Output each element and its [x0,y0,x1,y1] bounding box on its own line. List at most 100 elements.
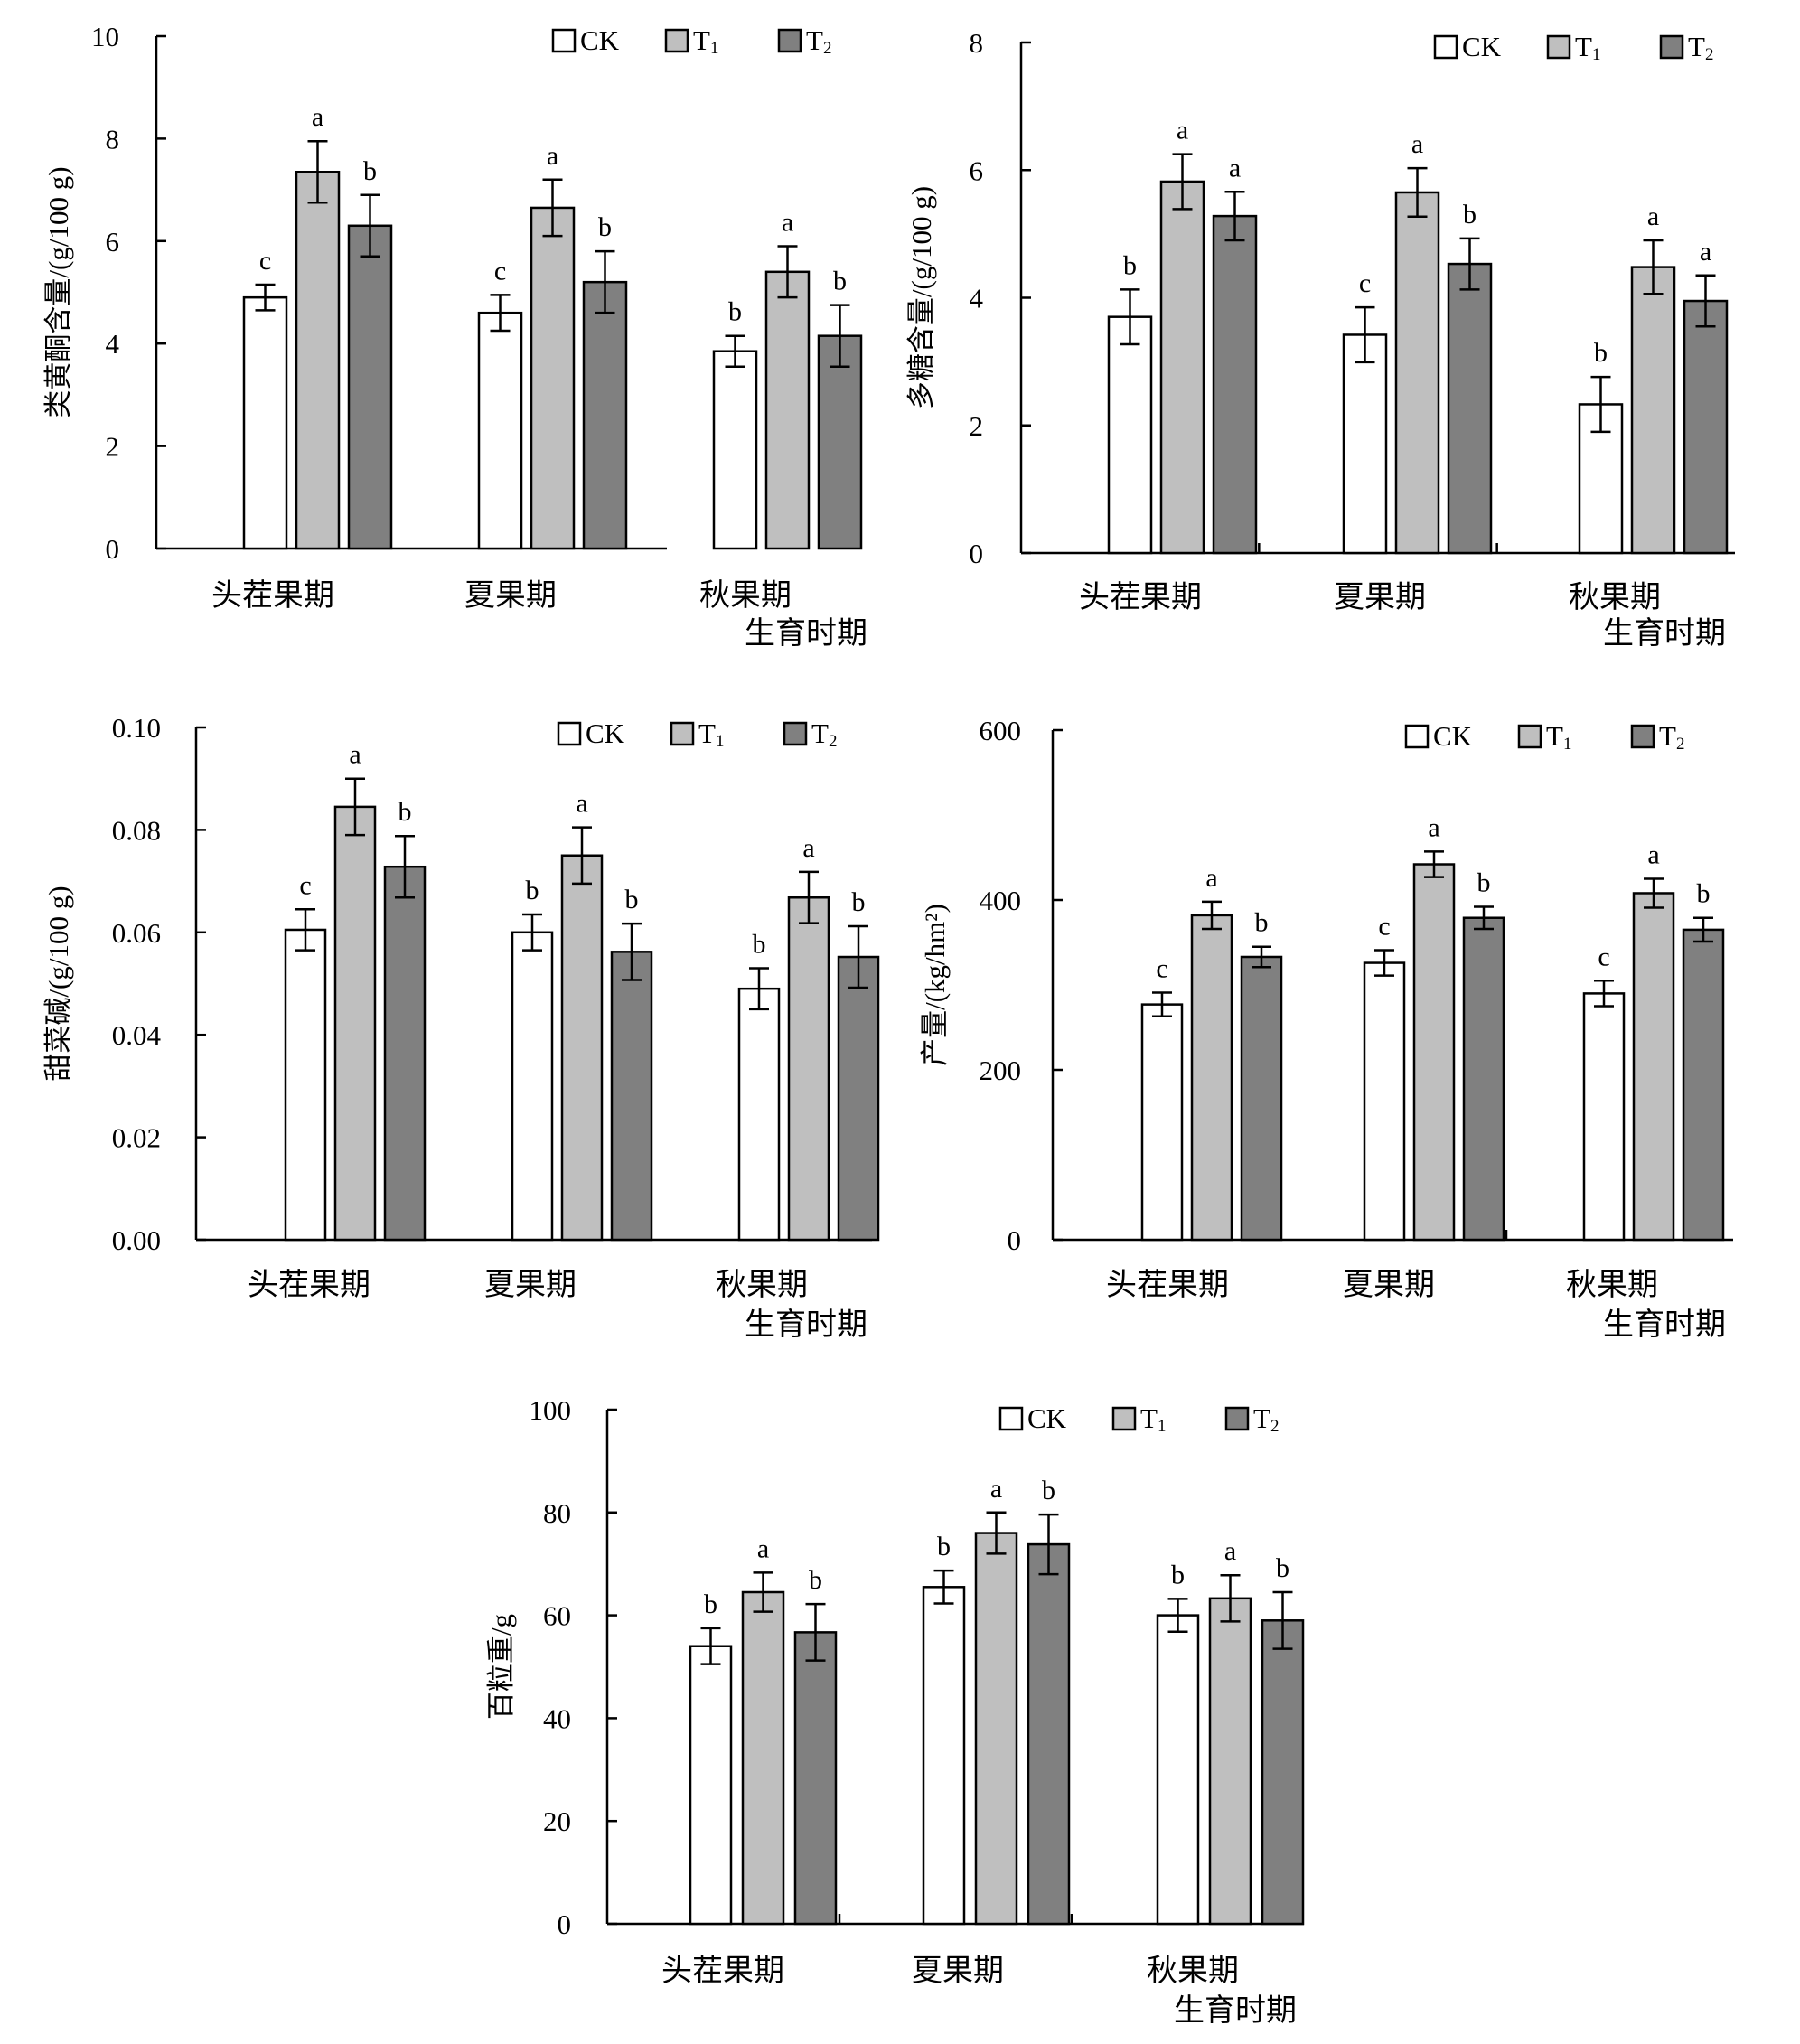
legend-swatch [1517,724,1542,749]
y-axis-title: 甜菜碱/(g/100 g) [42,886,74,1081]
bar [477,311,523,550]
significance-letter: c [1156,953,1167,983]
category-label: 夏果期 [1334,581,1426,614]
significance-letter: a [576,789,587,819]
bar [1578,403,1624,555]
x-axis-title: 生育时期 [1603,1308,1726,1342]
legend-swatch [1433,34,1458,60]
bar [347,224,393,550]
significance-letter: c [259,246,271,276]
significance-letter: c [1359,268,1371,298]
significance-letter: a [1411,129,1423,159]
category-label: 夏果期 [1343,1269,1435,1302]
legend-label: CK [586,717,625,749]
significance-letter: a [1428,812,1439,842]
bar [689,1645,733,1926]
bar [1582,992,1626,1242]
y-tick-label: 0 [1008,1224,1022,1256]
y-tick-label: 0.00 [112,1224,161,1256]
legend-swatch [1404,724,1430,749]
bar [1447,262,1493,555]
legend-swatch [670,721,695,746]
bar [793,1631,838,1926]
bar [1363,961,1406,1242]
significance-letter: a [1700,237,1711,267]
y-tick-label: 40 [543,1702,571,1734]
significance-letter: b [728,297,742,327]
legend-label: T2 [806,24,831,58]
legend-swatch [664,28,689,53]
y-tick-label: 200 [980,1055,1022,1086]
bar [764,270,811,550]
y-tick-label: 0.02 [112,1122,161,1154]
legend-label: CK [1462,31,1502,62]
legend-label: CK [1433,720,1473,752]
significance-letter: b [809,1565,822,1595]
bar [1462,916,1505,1242]
legend: CK T1 T2 [1404,720,1684,754]
legend-swatch [1630,724,1655,749]
bar [610,951,653,1242]
bar [1261,1619,1305,1926]
legend: CK T1 T2 [1433,31,1713,64]
y-tick-label: 0.06 [112,917,161,949]
legend-label: T1 [1575,31,1600,64]
legend-label: CK [580,24,620,56]
bar [383,865,427,1242]
y-tick-label: 2 [106,431,120,463]
y-tick-label: 60 [543,1600,571,1632]
significance-letter: b [526,876,539,905]
category-label: 头茬果期 [248,1268,370,1302]
bar [530,206,576,550]
significance-letter: a [757,1533,769,1563]
y-tick-label: 0 [558,1908,572,1940]
legend-label: T2 [1659,720,1684,754]
significance-letter: b [363,156,377,186]
y-tick-label: 10 [91,21,119,52]
y-tick-label: 0 [970,538,984,569]
y-tick-label: 20 [543,1805,571,1837]
significance-letter: a [349,740,361,770]
category-label: 夏果期 [464,579,557,613]
legend-swatch [557,721,582,746]
category-label: 头茬果期 [1106,1268,1229,1302]
bar [1212,214,1258,555]
significance-letter: a [1647,202,1659,231]
y-tick-label: 6 [106,226,120,258]
significance-letter: b [1276,1553,1289,1583]
significance-letter: b [852,887,866,917]
bar [560,854,604,1242]
legend-swatch [998,1406,1024,1431]
significance-letter: c [494,256,506,286]
legend-label: CK [1027,1402,1067,1434]
significance-letter: c [1598,942,1609,971]
bar [737,987,781,1242]
significance-letter: b [937,1532,951,1561]
significance-letter: b [1463,200,1477,230]
significance-letter: c [1378,911,1390,941]
significance-letter: b [1042,1476,1055,1505]
legend-swatch [1111,1406,1137,1431]
legend-swatch [551,28,577,53]
x-axis-title: 生育时期 [1603,616,1726,651]
legend-swatch [1659,34,1684,60]
x-axis-title: 生育时期 [1174,1993,1297,2028]
bar [511,931,554,1242]
significance-letter: a [1229,153,1241,183]
bar [1683,299,1729,555]
bar [974,1532,1018,1926]
bar [295,171,341,550]
category-label: 秋果期 [716,1268,808,1302]
y-tick-label: 4 [970,283,984,314]
category-label: 头茬果期 [1079,580,1202,614]
category-label: 头茬果期 [211,578,334,613]
bar [1632,892,1675,1242]
y-tick-label: 0.10 [112,712,161,744]
y-axis-title: 百粒重/g [485,1614,517,1720]
significance-letter: b [1255,908,1269,938]
significance-letter: a [1177,116,1188,145]
bar [817,334,863,550]
